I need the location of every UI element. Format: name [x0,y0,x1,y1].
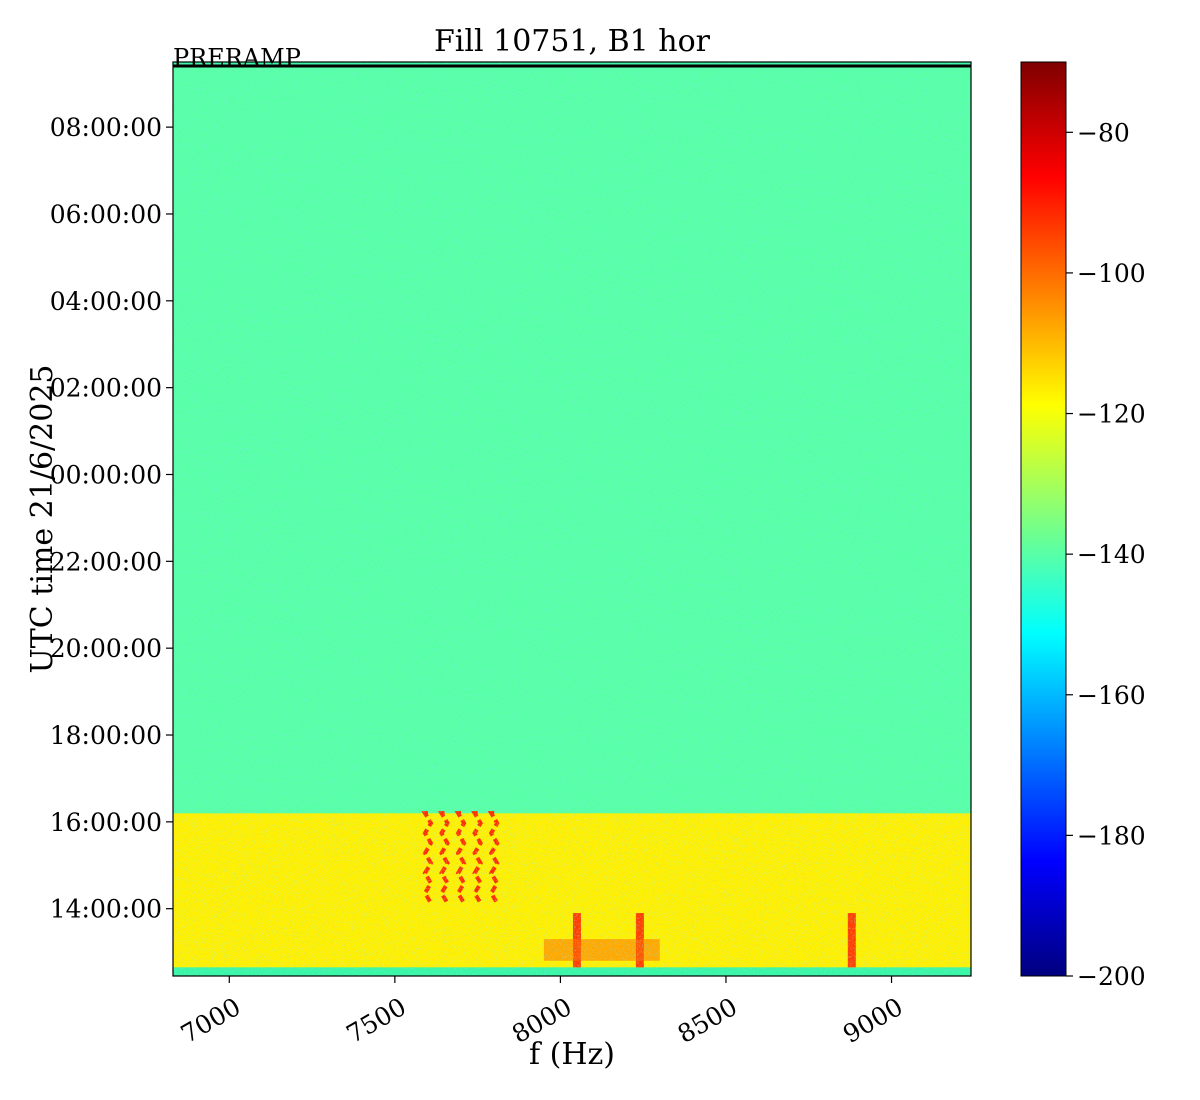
plot-frame [172,61,972,977]
colorbar-tick-label-5: −180 [1077,821,1146,850]
colorbar-tick-label-6: −200 [1077,962,1146,991]
y-tick-label-5: 00:00:00 [50,460,162,489]
y-tick-label-9: 08:00:00 [50,113,162,142]
yellow-noise-texture [173,813,971,968]
colorbar-gradient [1020,61,1067,977]
colorbar-tick-label-4: −160 [1077,681,1146,710]
plot-area [173,62,971,976]
x-axis-label: f (Hz) [529,1037,615,1072]
x-tick-label-0: 7000 [176,992,246,1049]
colorbar: −80 −100 −120 −140 −160 −180 −200 [1020,61,1146,991]
y-tick-label-8: 06:00:00 [50,200,162,229]
y-tick-label-0: 14:00:00 [50,895,162,924]
y-axis-label: UTC time 21/6/2025 [25,365,60,674]
colorbar-tick-label-1: −100 [1077,259,1146,288]
chart-title: Fill 10751, B1 hor [434,24,711,59]
y-tick-label-3: 20:00:00 [50,634,162,663]
y-axis-ticks: 14:00:00 16:00:00 18:00:00 20:00:00 22:00:00… [50,113,173,924]
colorbar-tick-label-3: −140 [1077,540,1146,569]
y-tick-label-2: 18:00:00 [50,721,162,750]
y-tick-label-6: 02:00:00 [50,374,162,403]
x-tick-label-4: 9000 [838,992,908,1049]
x-tick-label-1: 7500 [341,992,411,1049]
y-tick-label-1: 16:00:00 [50,808,162,837]
y-tick-label-4: 22:00:00 [50,547,162,576]
y-tick-label-7: 04:00:00 [50,287,162,316]
colorbar-tick-label-2: −120 [1077,400,1146,429]
preramp-annotation: PRERAMP [173,44,301,72]
colorbar-tick-label-0: −80 [1077,118,1130,147]
x-tick-label-3: 8500 [673,992,743,1049]
colorbar-ticks: −80 −100 −120 −140 −160 −180 −200 [1066,118,1146,991]
